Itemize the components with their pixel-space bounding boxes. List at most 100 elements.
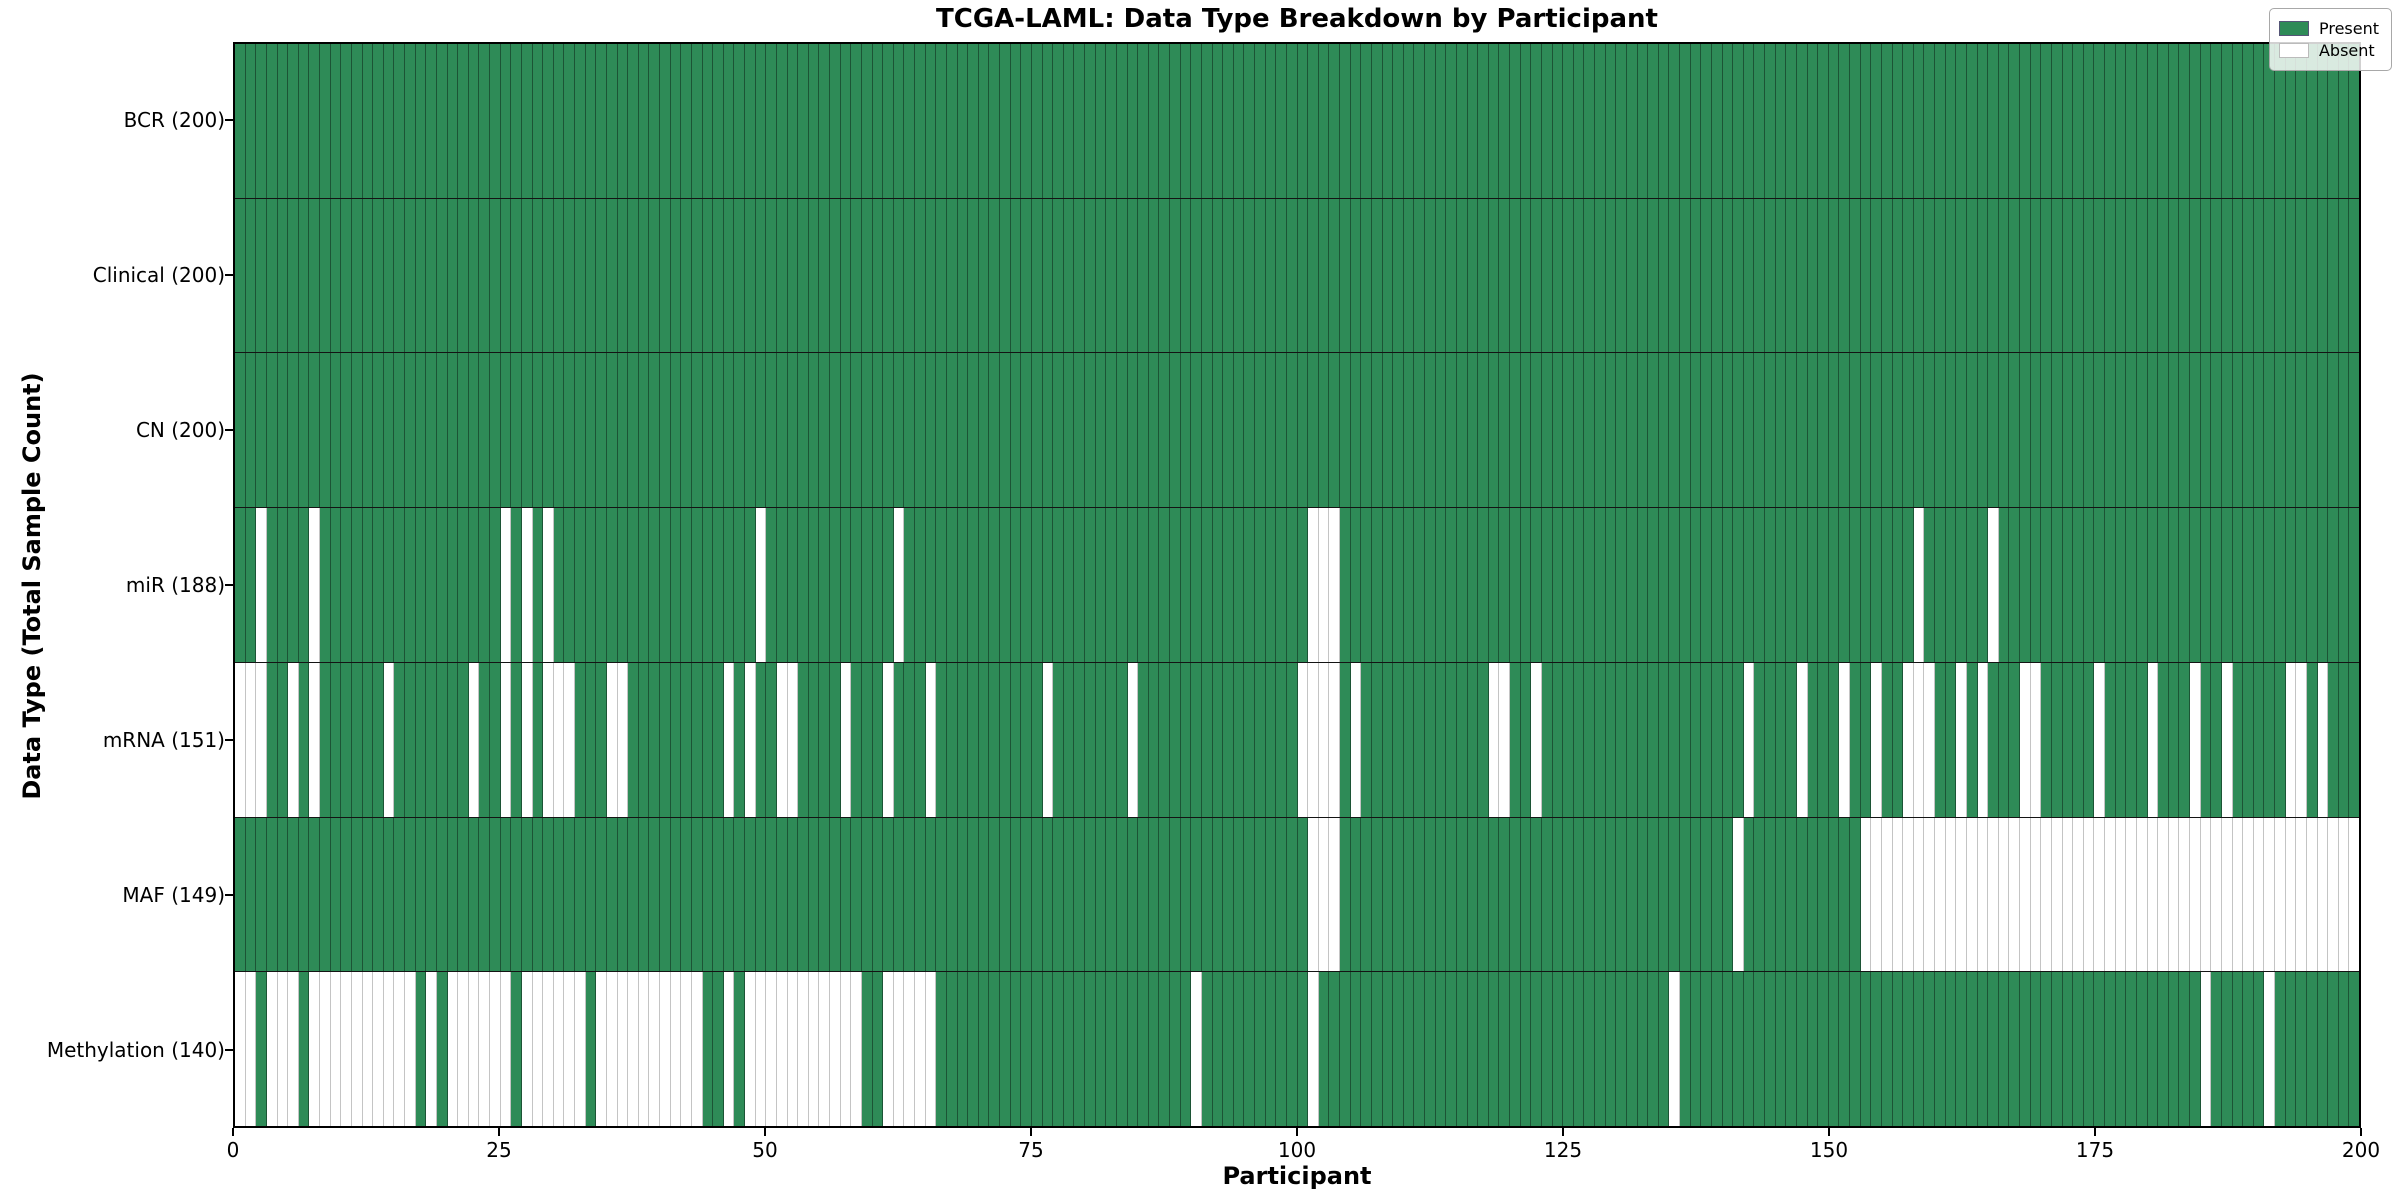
heatmap-cell	[1796, 198, 1808, 353]
heatmap-cell	[1658, 508, 1670, 662]
heatmap-row-methylation	[235, 972, 2359, 1127]
heatmap-cell	[1329, 353, 1340, 508]
heatmap-cell	[436, 972, 448, 1127]
heatmap-cell	[1626, 817, 1638, 972]
heatmap-cell	[1743, 508, 1755, 662]
heatmap-cell	[1828, 662, 1840, 817]
heatmap-cell	[776, 662, 788, 817]
heatmap-cell	[1021, 353, 1032, 508]
heatmap-cell	[1786, 508, 1797, 662]
heatmap-cell	[1796, 508, 1808, 662]
heatmap-cell	[490, 353, 501, 508]
heatmap-cell	[2306, 198, 2318, 353]
heatmap-cell	[1531, 44, 1542, 198]
heatmap-cell	[1053, 353, 1064, 508]
heatmap-cell	[2317, 972, 2329, 1127]
heatmap-cell	[1722, 353, 1734, 508]
heatmap-cell	[479, 508, 490, 662]
heatmap-cell	[1276, 198, 1287, 353]
heatmap-cell	[1966, 662, 1978, 817]
heatmap-cell	[1733, 662, 1744, 817]
heatmap-cell	[1021, 508, 1032, 662]
heatmap-cell	[1998, 44, 2010, 198]
heatmap-cell	[1860, 198, 1872, 353]
heatmap-cell	[1170, 508, 1181, 662]
heatmap-cell	[1095, 353, 1107, 508]
heatmap-cell	[383, 817, 395, 972]
heatmap-cell	[649, 198, 660, 353]
heatmap-cell	[532, 353, 544, 508]
heatmap-cell	[1807, 817, 1819, 972]
heatmap-cell	[2317, 817, 2329, 972]
heatmap-cell	[351, 662, 363, 817]
heatmap-cell	[1839, 353, 1850, 508]
heatmap-cell	[713, 508, 724, 662]
heatmap-cell	[1350, 198, 1362, 353]
heatmap-cell	[776, 44, 788, 198]
heatmap-cell	[628, 508, 639, 662]
heatmap-cell	[1456, 972, 1468, 1127]
heatmap-cell	[2105, 508, 2116, 662]
heatmap-cell	[511, 817, 522, 972]
heatmap-cell	[1669, 508, 1680, 662]
heatmap-cell	[1382, 662, 1394, 817]
heatmap-cell	[702, 198, 714, 353]
heatmap-cell	[1616, 508, 1627, 662]
heatmap-cell	[1520, 353, 1532, 508]
heatmap-cell	[521, 44, 533, 198]
heatmap-cell	[1626, 662, 1638, 817]
heatmap-cell	[394, 662, 405, 817]
heatmap-cell	[490, 662, 501, 817]
heatmap-cell	[734, 44, 745, 198]
heatmap-cell	[436, 44, 448, 198]
heatmap-cell	[575, 972, 586, 1127]
heatmap-cell	[1541, 44, 1553, 198]
heatmap-cell	[500, 353, 512, 508]
heatmap-cell	[2349, 662, 2359, 817]
heatmap-cell	[2051, 972, 2063, 1127]
heatmap-cell	[1446, 198, 1457, 353]
heatmap-cell	[2264, 508, 2275, 662]
heatmap-cell	[1754, 198, 1765, 353]
heatmap-cell	[638, 972, 650, 1127]
heatmap-cell	[2338, 817, 2350, 972]
heatmap-cell	[660, 198, 671, 353]
heatmap-cell	[617, 44, 629, 198]
heatmap-cell	[1095, 817, 1107, 972]
heatmap-cell	[277, 198, 289, 353]
heatmap-cell	[2211, 817, 2222, 972]
heatmap-cell	[1839, 508, 1850, 662]
heatmap-cell	[1308, 198, 1319, 353]
heatmap-cell	[383, 972, 395, 1127]
heatmap-cell	[309, 817, 320, 972]
heatmap-cell	[341, 972, 352, 1127]
heatmap-cell	[1148, 972, 1160, 1127]
heatmap-cell	[1053, 508, 1064, 662]
heatmap-cell	[373, 817, 384, 972]
heatmap-cell	[2275, 353, 2286, 508]
heatmap-row-mir	[235, 508, 2359, 663]
heatmap-cell	[1541, 817, 1553, 972]
heatmap-cell	[2062, 508, 2074, 662]
heatmap-cell	[787, 662, 799, 817]
heatmap-cell	[1520, 508, 1532, 662]
heatmap-cell	[1881, 662, 1893, 817]
heatmap-cell	[957, 353, 969, 508]
heatmap-cell	[1701, 817, 1712, 972]
heatmap-cell	[2338, 44, 2350, 198]
heatmap-cell	[2083, 508, 2095, 662]
heatmap-cell	[1456, 508, 1468, 662]
heatmap-cell	[1871, 44, 1882, 198]
heatmap-cell	[2105, 198, 2116, 353]
legend-absent-label: Absent	[2318, 41, 2375, 60]
legend-entry-present: Present	[2278, 19, 2379, 38]
heatmap-cell	[330, 44, 342, 198]
heatmap-cell	[904, 508, 915, 662]
y-tick-label: Methylation (140)	[46, 1038, 225, 1063]
heatmap-cell	[872, 44, 884, 198]
heatmap-cell	[1456, 817, 1468, 972]
heatmap-cell	[1318, 508, 1330, 662]
heatmap-cell	[277, 972, 289, 1127]
heatmap-cell	[830, 508, 841, 662]
heatmap-cell	[2232, 817, 2244, 972]
